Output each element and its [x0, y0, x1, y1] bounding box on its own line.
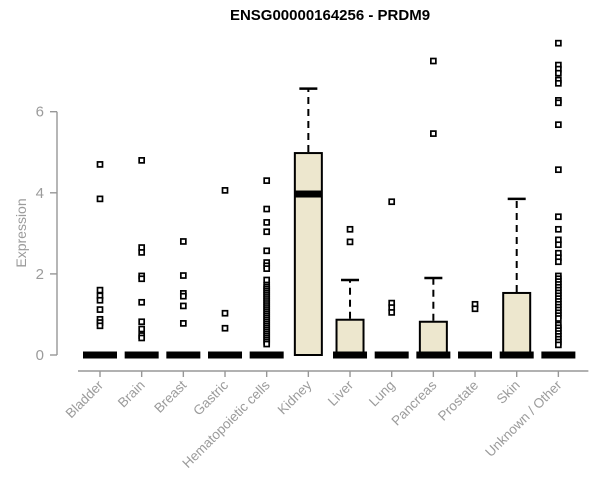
median-bar-liver	[333, 351, 368, 359]
outlier-point	[555, 315, 562, 322]
outlier-point	[555, 241, 562, 249]
outlier-point	[96, 296, 104, 304]
boxplot-column-bladder	[83, 161, 117, 359]
x-axis-label-pancreas: Pancreas	[389, 377, 440, 428]
boxplot-column-gastric	[208, 187, 243, 359]
boxplot-column-hematopoietic-cells	[249, 177, 284, 359]
outlier-point	[555, 225, 562, 233]
median-bar-unknown-other	[541, 351, 576, 359]
outlier-point	[221, 187, 229, 194]
outlier-point	[138, 334, 146, 342]
outlier-point	[555, 258, 562, 266]
box-pancreas	[418, 320, 448, 356]
outlier-point	[430, 130, 437, 137]
outlier-point	[346, 225, 354, 233]
median-bar-breast	[166, 351, 201, 359]
outlier-point	[555, 121, 562, 129]
outlier-point	[430, 57, 437, 65]
boxplot-column-prostate	[458, 300, 493, 359]
outlier-point	[263, 177, 271, 184]
outlier-point	[96, 195, 104, 203]
boxplot-column-breast	[166, 238, 201, 359]
median-bar-lung	[374, 351, 409, 359]
outlier-point	[263, 228, 271, 236]
x-axis-label-gastric: Gastric	[190, 377, 231, 418]
outlier-point	[138, 157, 146, 164]
median-bar-prostate	[458, 351, 493, 359]
outlier-point	[263, 340, 271, 348]
boxplot-column-brain	[124, 157, 159, 359]
outlier-point	[263, 265, 271, 272]
x-axis-label-skin: Skin	[494, 378, 523, 407]
box-skin	[502, 291, 532, 356]
outlier-point	[263, 247, 271, 255]
outlier-point	[555, 79, 562, 87]
outlier-point	[555, 39, 562, 47]
y-tick-label-4: 4	[36, 185, 44, 202]
outlier-point	[263, 219, 271, 226]
outlier-point	[96, 306, 104, 313]
boxplot-column-skin	[499, 197, 534, 359]
boxplot-column-kidney	[293, 87, 323, 356]
x-axis-label-liver: Liver	[325, 377, 357, 409]
x-axis-label-prostate: Prostate	[435, 378, 481, 424]
x-axis-label-kidney: Kidney	[275, 377, 315, 417]
outlier-point	[471, 305, 479, 313]
outlier-point	[221, 309, 229, 317]
outlier-point	[388, 309, 396, 316]
median-bar-skin	[499, 351, 534, 359]
chart-title: ENSG00000164256 - PRDM9	[229, 7, 431, 24]
outlier-point	[555, 166, 562, 174]
y-tick-label-2: 2	[36, 266, 44, 283]
outlier-point	[346, 238, 354, 246]
outlier-point	[555, 213, 562, 221]
outlier-point	[138, 325, 146, 333]
outlier-point	[179, 238, 187, 245]
outlier-point	[555, 69, 562, 77]
outlier-point	[138, 298, 146, 306]
median-bar-brain	[124, 351, 159, 359]
box-kidney	[293, 152, 323, 356]
boxplot-column-pancreas	[416, 57, 451, 359]
median-bar-kidney	[295, 190, 322, 198]
median-bar-bladder	[83, 351, 117, 359]
outlier-point	[138, 318, 146, 326]
outlier-point	[221, 324, 229, 332]
outlier-point	[555, 341, 562, 349]
x-axis-label-unknown-other: Unknown / Other	[482, 377, 565, 460]
outlier-point	[263, 205, 271, 213]
y-tick-label-0: 0	[36, 347, 44, 364]
boxplot-column-unknown-other	[541, 39, 576, 359]
box-liver	[335, 318, 365, 356]
y-tick-label-6: 6	[36, 104, 44, 121]
outlier-point	[96, 161, 104, 168]
outlier-point	[179, 302, 187, 310]
median-bar-pancreas	[416, 351, 451, 359]
outlier-point	[179, 320, 187, 327]
outlier-point	[263, 276, 271, 284]
median-bar-gastric	[208, 351, 243, 359]
outlier-point	[555, 99, 562, 107]
x-axis-label-breast: Breast	[151, 377, 189, 415]
outlier-point	[138, 249, 146, 256]
median-bar-hematopoietic-cells	[249, 351, 284, 359]
x-axis-label-bladder: Bladder	[63, 377, 107, 421]
boxplot-column-lung	[374, 198, 409, 359]
x-axis-label-lung: Lung	[366, 378, 398, 410]
outlier-point	[96, 286, 104, 294]
y-axis-title: Expression	[13, 198, 29, 268]
outlier-point	[179, 272, 187, 279]
outlier-point	[179, 292, 187, 300]
boxplot-column-liver	[333, 225, 368, 359]
outlier-point	[138, 275, 146, 283]
x-axis-label-brain: Brain	[115, 378, 148, 411]
outlier-point	[96, 322, 104, 330]
outlier-point	[388, 198, 396, 206]
